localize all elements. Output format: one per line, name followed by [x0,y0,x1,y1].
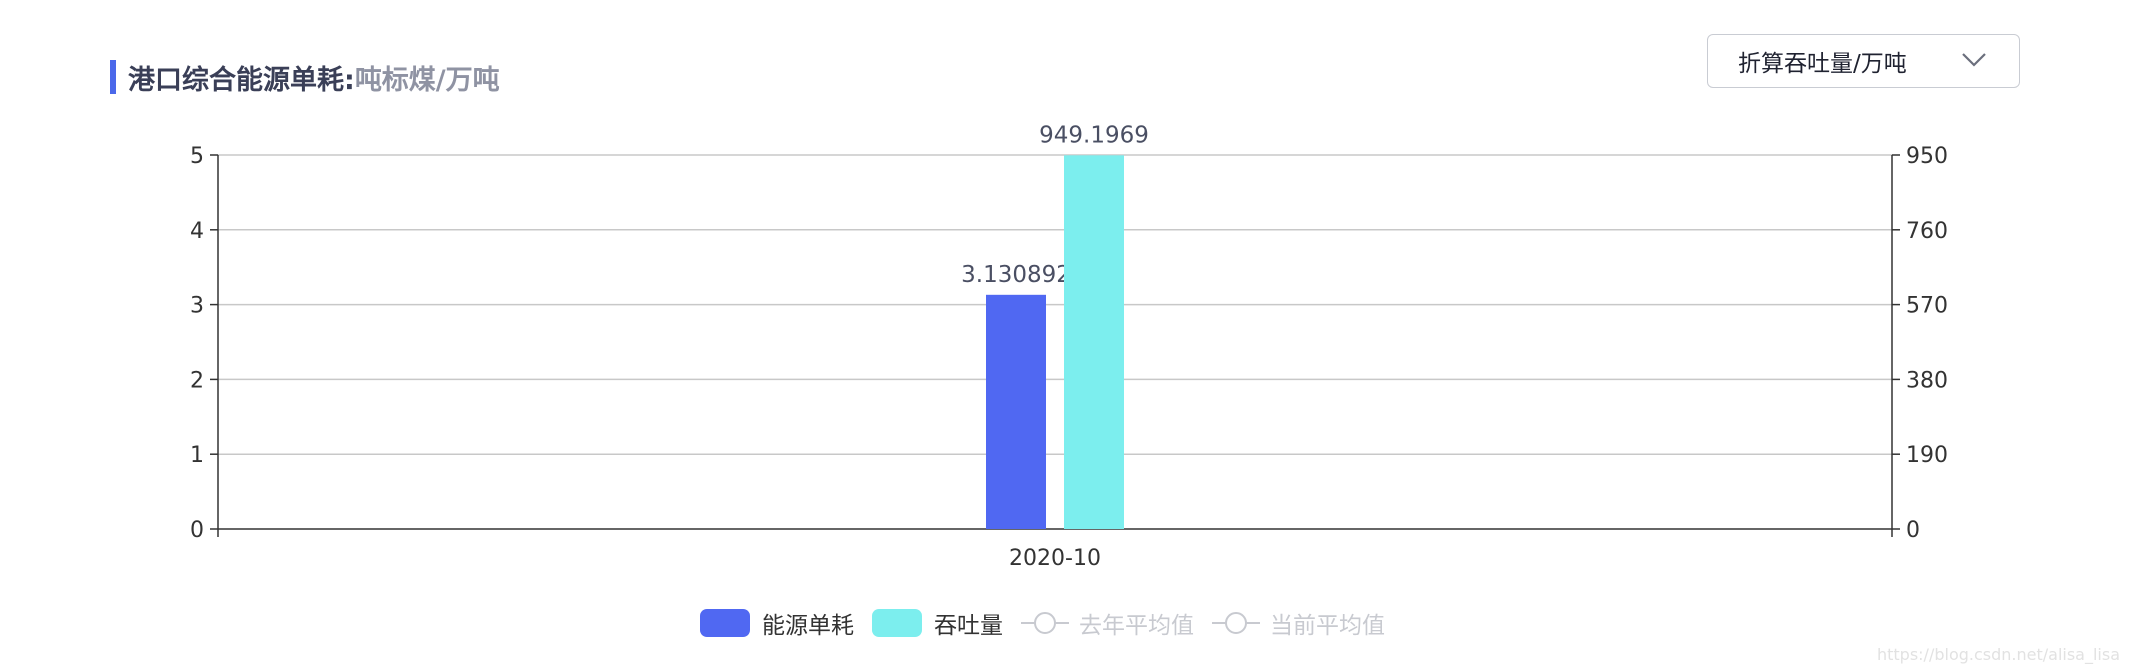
legend-label-throughput: 吞吐量 [934,613,1003,639]
y-right-tick-label: 950 [1906,144,1948,169]
y-right-tick-label: 190 [1906,443,1948,468]
legend-label-last-year-avg: 去年平均值 [1079,613,1194,639]
legend-item-throughput[interactable]: 吞吐量 [872,606,1003,640]
title-accent-bar [110,60,116,94]
legend-label-energy: 能源单耗 [762,613,854,639]
y-right-tick-label: 380 [1906,368,1948,393]
legend-label-current-avg: 当前平均值 [1270,613,1385,639]
legend-item-energy[interactable]: 能源单耗 [700,606,854,640]
chart-legend: 能源单耗 吞吐量 去年平均值 当前平均值 [700,605,1403,641]
legend-line-marker-icon [1021,612,1069,634]
chevron-down-icon [1962,53,1986,67]
chart-title: 港口综合能源单耗: 吨标煤/万吨 [110,60,500,96]
legend-line-marker-icon [1212,612,1260,634]
y-right-tick-label: 570 [1906,294,1948,319]
y-left-tick-label: 1 [190,443,204,468]
y-right-tick-label: 760 [1906,219,1948,244]
chart-title-text: 港口综合能源单耗: [128,64,355,96]
legend-item-last-year-avg[interactable]: 去年平均值 [1021,606,1194,640]
bar-data-label: 3.130892 [961,262,1071,288]
bar-throughput [1064,155,1124,529]
dropdown-selected-value: 折算吞吐量/万吨 [1738,51,1907,77]
y-right-tick-label: 0 [1906,518,1920,543]
x-tick-label: 2020-10 [1009,546,1101,571]
y-left-tick-label: 5 [190,144,204,169]
legend-swatch-energy [700,609,750,637]
legend-item-current-avg[interactable]: 当前平均值 [1212,606,1385,640]
watermark-url: https://blog.csdn.net/alisa_lisa [1876,645,2120,664]
y-left-tick-label: 2 [190,368,204,393]
bar-energy [986,294,1046,529]
y-left-tick-label: 3 [190,294,204,319]
dual-axis-bar-chart: 0 0 1 190 2 380 3 570 4 760 5 950 2020-10 3.130892 949… [190,122,1948,571]
throughput-unit-dropdown[interactable]: 折算吞吐量/万吨 [1707,34,2020,88]
bar-data-label: 949.1969 [1039,122,1149,148]
y-left-tick-label: 0 [190,518,204,543]
y-left-tick-label: 4 [190,219,204,244]
chart-title-unit: 吨标煤/万吨 [354,64,500,96]
legend-swatch-throughput [872,609,922,637]
